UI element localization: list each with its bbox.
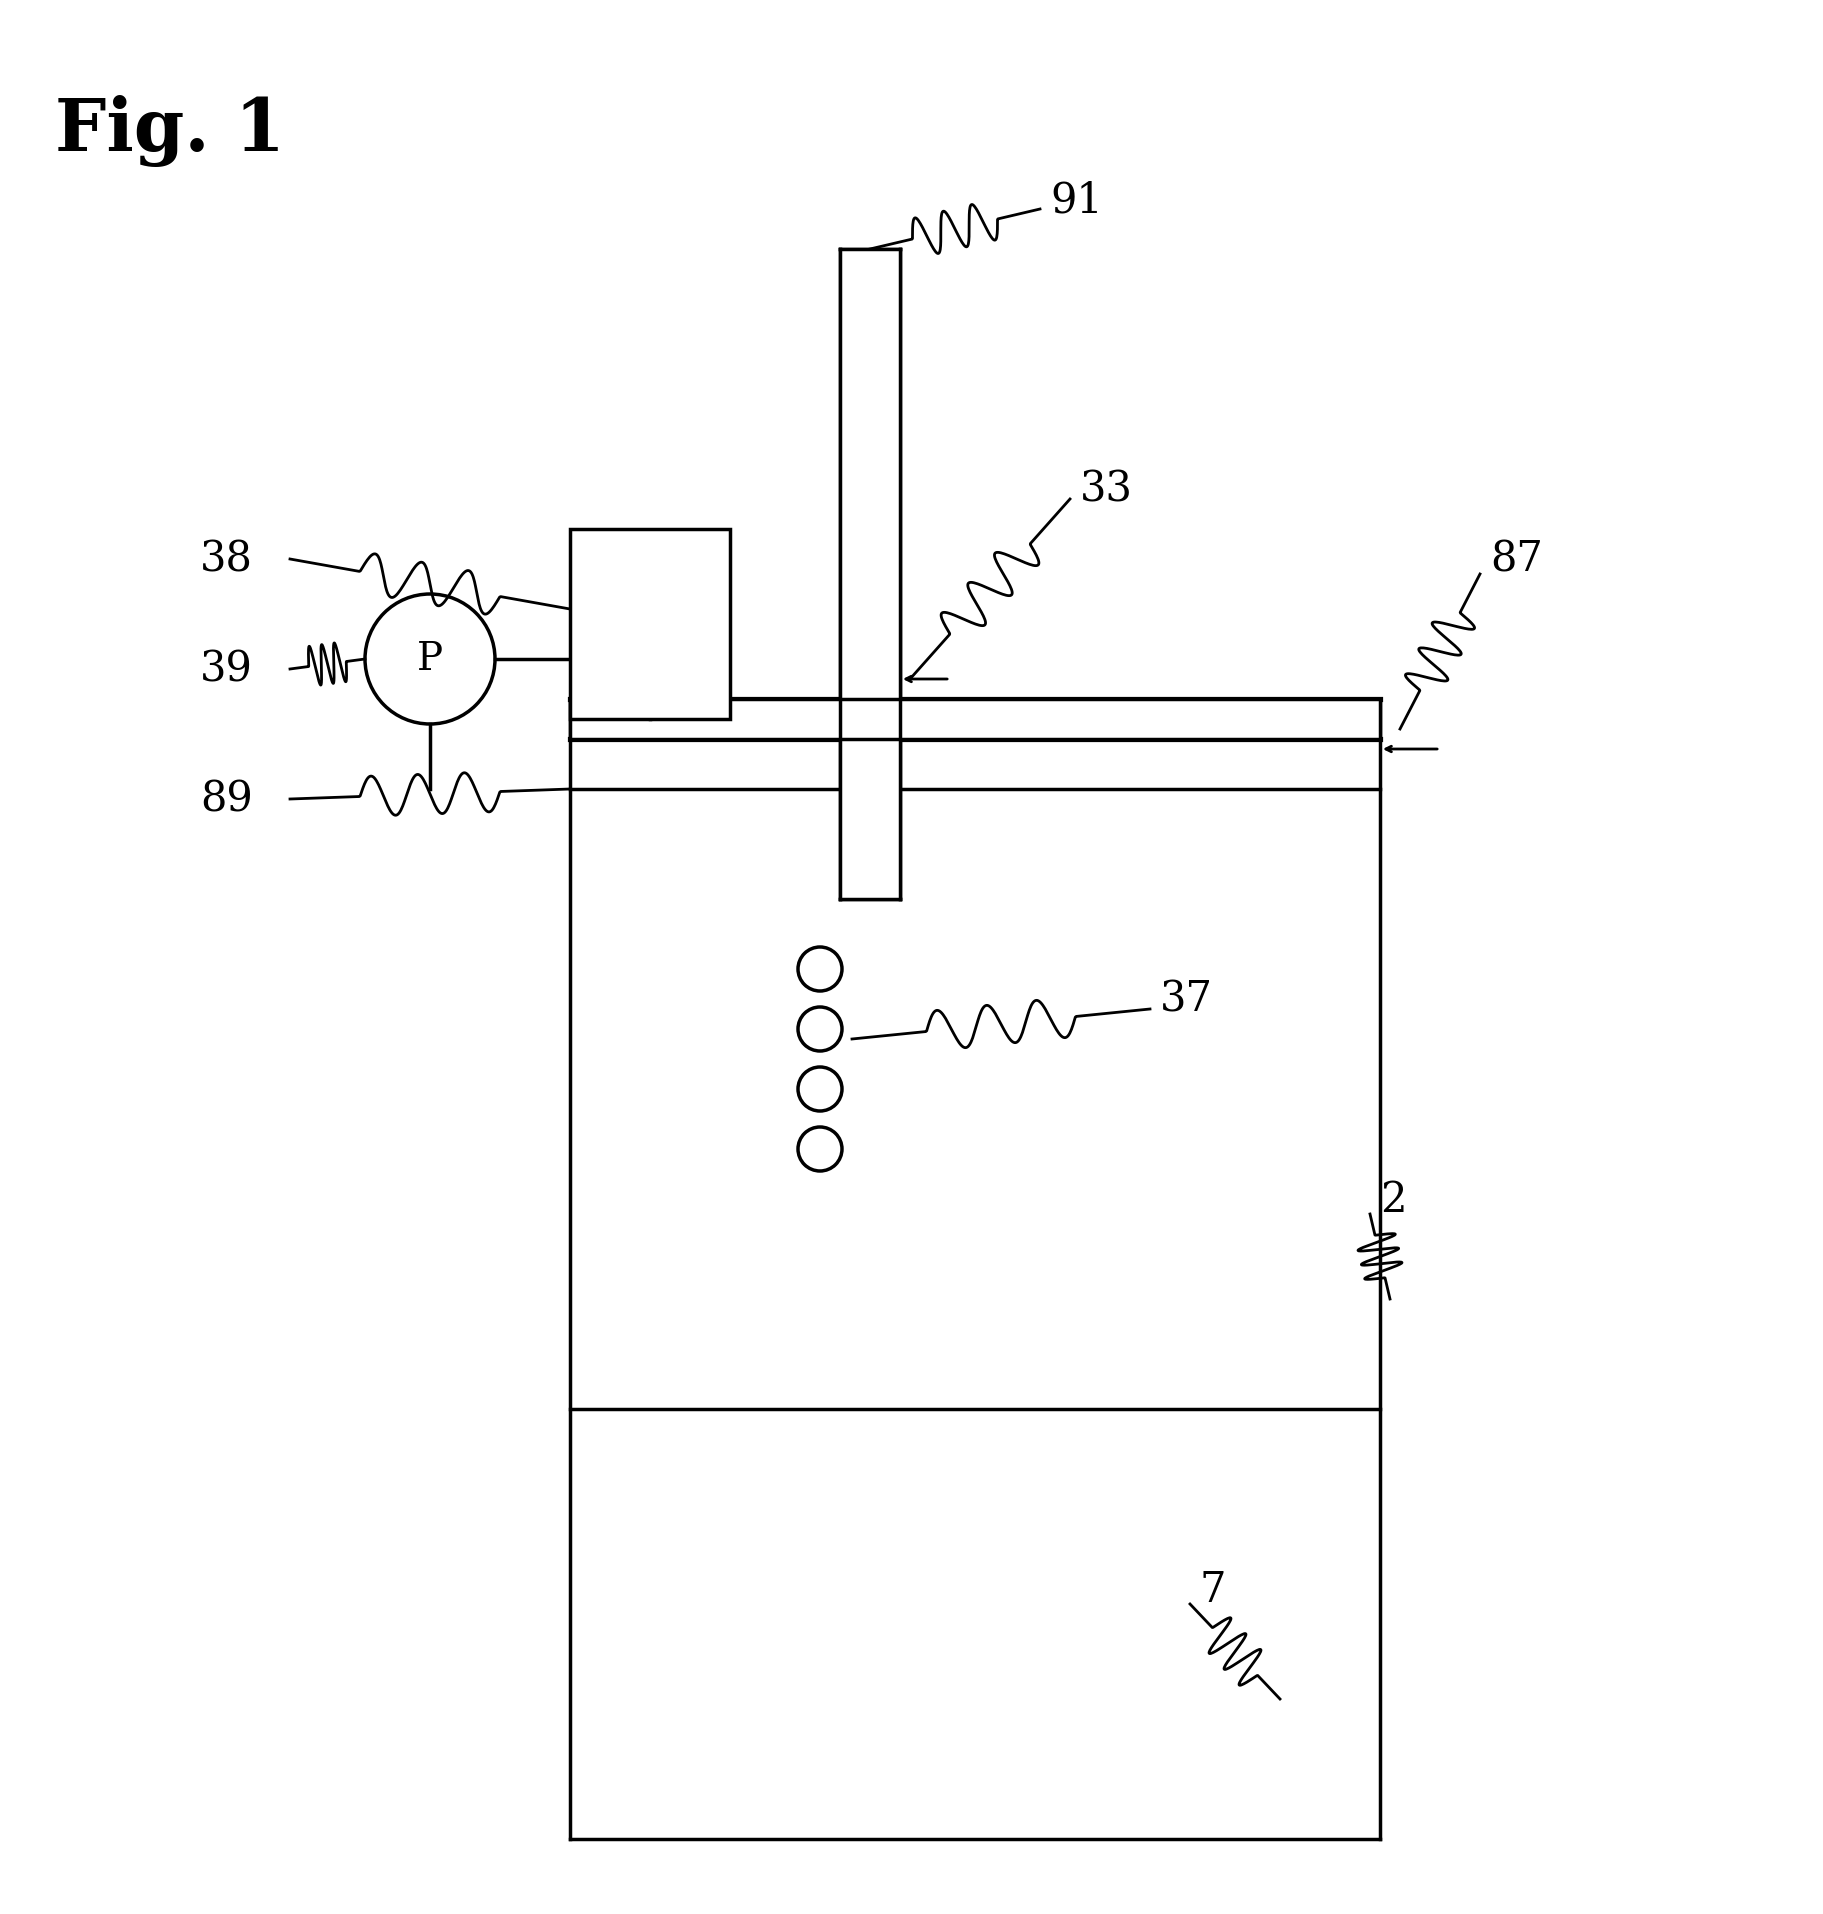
Text: P: P (417, 641, 443, 678)
Text: 33: 33 (1079, 469, 1132, 511)
Bar (571, 530, 729, 720)
Text: 7: 7 (1200, 1568, 1225, 1610)
Bar (840, 251, 899, 900)
Text: 37: 37 (1159, 978, 1212, 1020)
Text: 87: 87 (1489, 538, 1542, 580)
Text: 39: 39 (201, 649, 253, 691)
Bar (571, 701, 1380, 739)
Text: 38: 38 (201, 538, 253, 580)
Text: Fig. 1: Fig. 1 (55, 96, 284, 167)
Text: 89: 89 (201, 779, 253, 821)
Text: 2: 2 (1380, 1179, 1406, 1221)
Text: 91: 91 (1050, 178, 1103, 220)
